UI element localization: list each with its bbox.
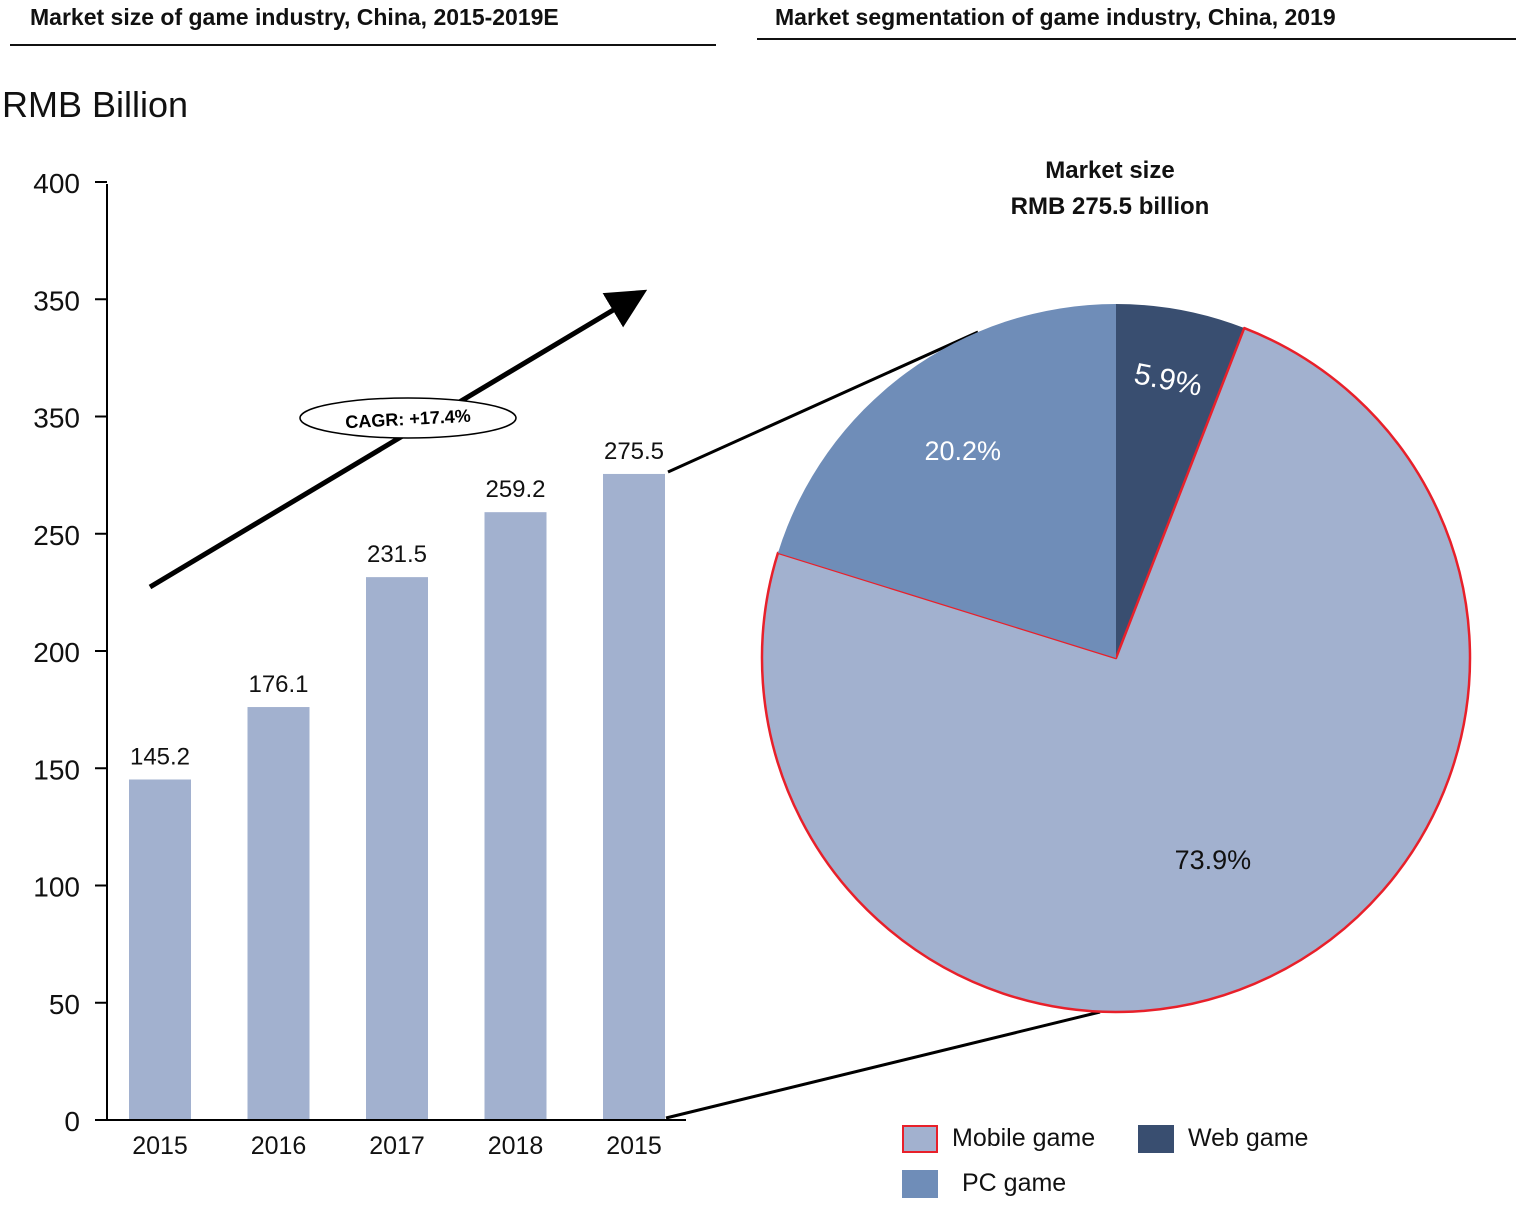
left-chart-title: Market size of game industry, China, 201…: [30, 4, 559, 30]
x-tick-label: 2017: [369, 1132, 425, 1160]
cagr-badge: [299, 397, 517, 439]
y-tick-label: 150: [33, 754, 80, 785]
right-title-rule: [757, 38, 1516, 40]
bar: [484, 512, 547, 1120]
pie-title: Market size RMB 275.5 billion: [960, 153, 1260, 225]
pie-slice-web-game: [1116, 304, 1245, 658]
y-tick-label: 250: [33, 520, 80, 551]
cagr-trend-arrow: [148, 289, 648, 590]
bar: [366, 577, 428, 1120]
legend-label-mobile: Mobile game: [952, 1124, 1096, 1152]
connector-bottom: [665, 1010, 1101, 1120]
bar-value-label: 259.2: [485, 476, 545, 503]
connector-top: [667, 330, 979, 474]
legend-swatch-mobile: [902, 1124, 938, 1153]
left-title-rule: [10, 44, 716, 46]
y-tick-label: 400: [33, 168, 80, 199]
bar-series: 145.2 176.1 231.5 259.2 275.5: [129, 438, 665, 1120]
y-axis: 0 50 100 150 200 250 350 350 400: [33, 168, 686, 1137]
pie-slice-pc-game: [777, 304, 1116, 658]
bar-value-label: 176.1: [248, 671, 308, 698]
bar-value-label: 145.2: [130, 744, 190, 771]
legend-label-web: Web game: [1188, 1124, 1309, 1152]
pie-chart: 5.9%73.9%20.2%: [760, 304, 1472, 1014]
pie-slice-mobile-game: [760, 326, 1472, 1014]
y-tick-label: 350: [33, 285, 80, 316]
right-chart-title: Market segmentation of game industry, Ch…: [775, 4, 1336, 30]
x-axis: 2015 2016 2017 2018 2015: [132, 1132, 662, 1160]
pie-value-label: 73.9%: [1175, 845, 1252, 875]
legend-swatch-pc: [902, 1169, 938, 1198]
pie-title-line1: Market size: [1045, 157, 1175, 184]
legend-item-pc-game: PC game: [902, 1169, 1066, 1198]
bar: [603, 473, 665, 1120]
y-tick-label: 200: [33, 637, 80, 668]
legend-item-mobile-game: Mobile game: [902, 1124, 1095, 1153]
pie-title-line2: RMB 275.5 billion: [1010, 193, 1210, 220]
x-tick-label: 2015: [132, 1132, 188, 1160]
bar: [129, 779, 191, 1120]
y-tick-label: 50: [49, 989, 80, 1020]
x-tick-label: 2015: [606, 1132, 662, 1160]
bar-value-label: 231.5: [367, 541, 427, 568]
pie-value-label: 20.2%: [925, 436, 1002, 466]
bar-value-label: 275.5: [604, 438, 664, 465]
y-axis-unit-label: RMB Billion: [2, 84, 189, 125]
y-tick-label: 0: [64, 1106, 80, 1137]
x-tick-label: 2018: [488, 1132, 544, 1160]
y-tick-label: 100: [33, 872, 80, 903]
x-tick-label: 2016: [251, 1132, 307, 1160]
legend-item-web-game: Web game: [1138, 1124, 1308, 1153]
y-tick-label: 350: [33, 403, 80, 434]
legend-label-pc: PC game: [962, 1169, 1067, 1197]
bar: [247, 707, 310, 1120]
legend-swatch-web: [1138, 1124, 1174, 1153]
